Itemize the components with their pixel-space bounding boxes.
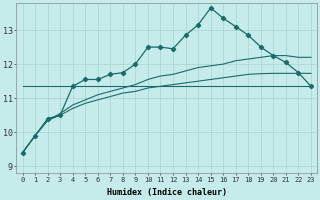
- X-axis label: Humidex (Indice chaleur): Humidex (Indice chaleur): [107, 188, 227, 197]
